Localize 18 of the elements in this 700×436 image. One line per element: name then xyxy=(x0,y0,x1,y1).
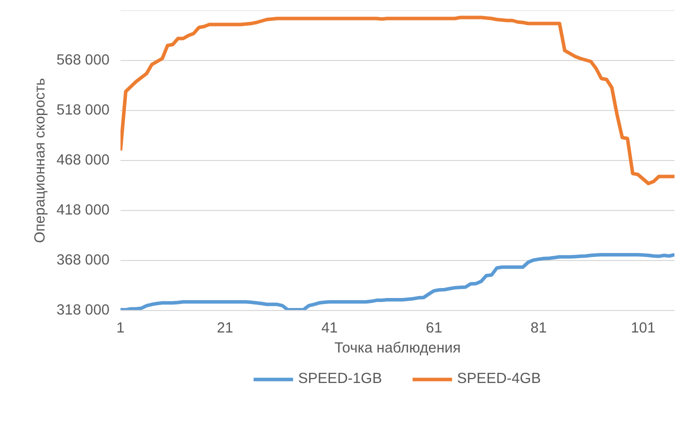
y-tick-label: 468 000 xyxy=(56,152,110,168)
legend-label: SPEED-4GB xyxy=(457,371,541,387)
line-series xyxy=(120,252,674,310)
x-tick-label: 61 xyxy=(426,320,442,336)
y-tick-label: 418 000 xyxy=(56,202,110,218)
y-tick-label: 318 000 xyxy=(56,302,110,318)
y-axis-title: Операционная скорость xyxy=(32,78,49,243)
x-tick-label: 1 xyxy=(116,320,125,336)
x-tick-label: 101 xyxy=(630,320,656,336)
y-tick-label: 518 000 xyxy=(56,102,110,118)
legend-label: SPEED-1GB xyxy=(298,371,382,387)
x-tick-label: 21 xyxy=(216,320,234,336)
line-series xyxy=(120,16,674,186)
y-tick-label: 568 000 xyxy=(56,52,110,68)
y-tick-label: 368 000 xyxy=(56,252,110,268)
x-tick-label: 81 xyxy=(530,320,547,336)
x-tick-label: 41 xyxy=(321,320,338,336)
x-axis-title: Точка наблюдения xyxy=(334,340,461,356)
